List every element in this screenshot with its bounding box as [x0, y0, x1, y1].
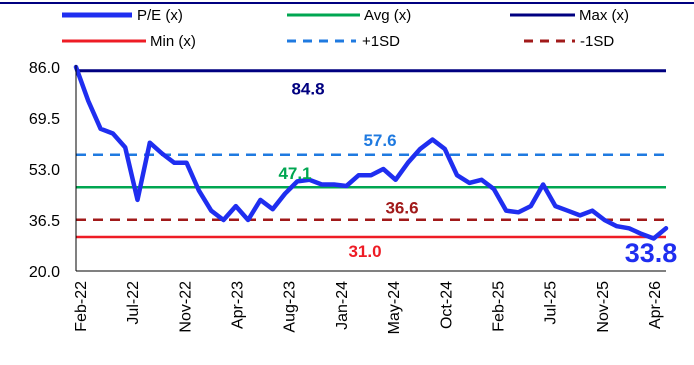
- legend-label: -1SD: [580, 33, 614, 50]
- legend-entry-4: Min (x): [62, 33, 196, 50]
- legend-label: P/E (x): [137, 7, 183, 24]
- legend-entry-2: Avg (x): [287, 7, 411, 24]
- y-tick-label: 36.5: [29, 213, 60, 230]
- x-tick-label: Aug-23: [282, 281, 299, 333]
- x-tick-label: Nov-22: [177, 281, 194, 333]
- annotation-label-1: 84.8: [291, 80, 324, 99]
- legend-entry-3: Max (x): [510, 7, 629, 24]
- legend: P/E (x) Avg (x) Max (x) Min (x) +1SD -1SD: [62, 7, 629, 50]
- band-lines: [76, 69, 666, 239]
- legend-label: +1SD: [362, 33, 400, 50]
- annotation-label-3: 47.1: [278, 164, 311, 183]
- x-tick-label: Apr-26: [647, 281, 664, 329]
- legend-entry-1: P/E (x): [62, 7, 183, 24]
- y-tick-label: 53.0: [29, 162, 60, 179]
- x-tick-label: Apr-23: [230, 281, 247, 329]
- y-tick-label: 20.0: [29, 264, 60, 281]
- pe-series: [73, 64, 669, 241]
- y-tick-label: 86.0: [29, 60, 60, 77]
- legend-entry-5: +1SD: [287, 33, 400, 50]
- pe-line: [73, 64, 669, 241]
- legend-label: Avg (x): [364, 7, 411, 24]
- x-tick-label: Nov-25: [595, 281, 612, 333]
- annotation-label-2: 57.6: [363, 131, 396, 150]
- x-tick-label: May-24: [386, 281, 403, 334]
- annotation-label-4: 36.6: [385, 199, 418, 218]
- annotation-labels: 84.8 57.6 47.1 36.6 31.0 33.8: [278, 80, 677, 268]
- y-tick-label: 69.5: [29, 111, 60, 128]
- x-tick-label: Jul-25: [543, 281, 560, 325]
- legend-label: Min (x): [150, 33, 196, 50]
- legend-label: Max (x): [579, 7, 629, 24]
- x-tick-label: Feb-22: [73, 281, 90, 332]
- annotation-label-6: 33.8: [625, 238, 678, 268]
- x-tick-label: Feb-25: [491, 281, 508, 332]
- legend-entry-6: -1SD: [524, 33, 614, 50]
- x-tick-label: Jul-22: [125, 281, 142, 325]
- axes: 86.0 69.5 53.0 36.5 20.0 Feb-22 Jul-22 Nov-22 Ap…: [29, 60, 666, 334]
- x-tick-label: Jan-24: [334, 281, 351, 330]
- x-tick-label: Oct-24: [438, 281, 455, 329]
- annotation-label-5: 31.0: [348, 242, 381, 261]
